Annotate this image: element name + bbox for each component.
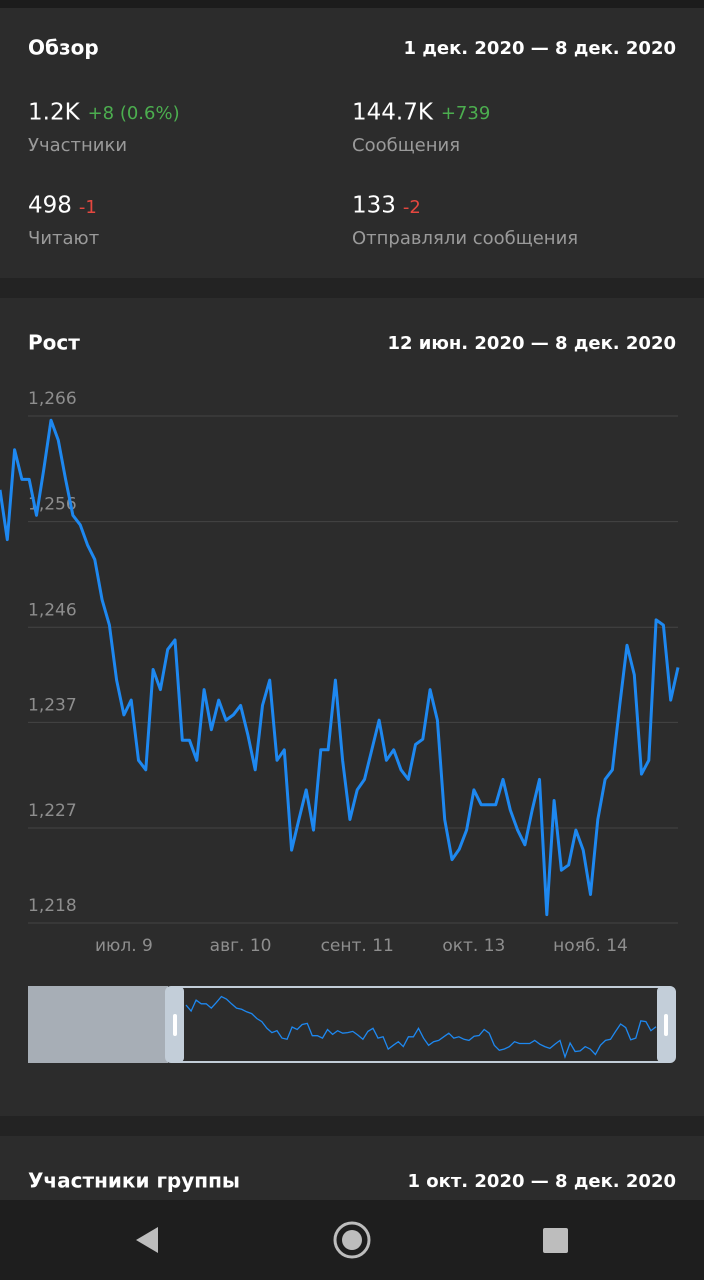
back-button[interactable] xyxy=(136,1227,158,1253)
y-tick-label: 1,266 xyxy=(28,389,77,409)
section-title: Обзор xyxy=(28,36,99,60)
section-title: Участники группы xyxy=(28,1169,240,1193)
stat-label: Отправляли сообщения xyxy=(352,228,578,249)
y-tick-label: 1,246 xyxy=(28,600,77,620)
navigator-shade xyxy=(28,986,168,1063)
stat-change: +739 xyxy=(441,103,490,124)
y-tick-label: 1,237 xyxy=(28,695,77,715)
x-tick-label: сент. 11 xyxy=(321,936,394,956)
stat-value: 133 xyxy=(352,193,396,219)
stat-label: Участники xyxy=(28,135,127,156)
period: 1 окт. 2020 — 8 дек. 2020 xyxy=(408,1171,677,1192)
stat-value: 1.2K xyxy=(28,100,81,126)
growth-card xyxy=(0,298,704,1116)
navigator-chart xyxy=(185,995,657,1060)
navigator-line xyxy=(185,995,657,1060)
members-card xyxy=(0,1136,704,1200)
top-strip xyxy=(0,0,704,8)
period: 1 дек. 2020 — 8 дек. 2020 xyxy=(404,38,676,59)
data-line xyxy=(0,418,680,917)
y-tick-label: 1,227 xyxy=(28,801,77,821)
stat-value: 498 xyxy=(28,193,72,219)
x-tick-label: июл. 9 xyxy=(95,936,153,956)
y-tick-label: 1,218 xyxy=(28,896,77,916)
x-tick-label: нояб. 14 xyxy=(553,936,628,956)
stat-change: -1 xyxy=(79,197,97,218)
home-button[interactable] xyxy=(333,1221,371,1259)
x-tick-label: авг. 10 xyxy=(210,936,272,956)
stat-value: 144.7K xyxy=(352,100,434,126)
stat-label: Сообщения xyxy=(352,135,460,156)
handle-grip xyxy=(173,1014,177,1036)
navigator-track xyxy=(28,986,676,1063)
chart-subtitle: 12 июн. 2020 — 8 дек. 2020 xyxy=(387,333,676,354)
chart-title: Рост xyxy=(28,331,80,355)
home-button-dot xyxy=(342,1230,362,1250)
stat-label: Читают xyxy=(28,228,99,249)
stat-change: -2 xyxy=(403,197,421,218)
x-tick-label: окт. 13 xyxy=(442,936,505,956)
stat-change: +8 (0.6%) xyxy=(88,103,180,124)
navigator[interactable] xyxy=(28,986,676,1063)
handle-grip xyxy=(664,1014,668,1036)
recents-button[interactable] xyxy=(543,1228,568,1253)
overview-card xyxy=(0,8,704,278)
